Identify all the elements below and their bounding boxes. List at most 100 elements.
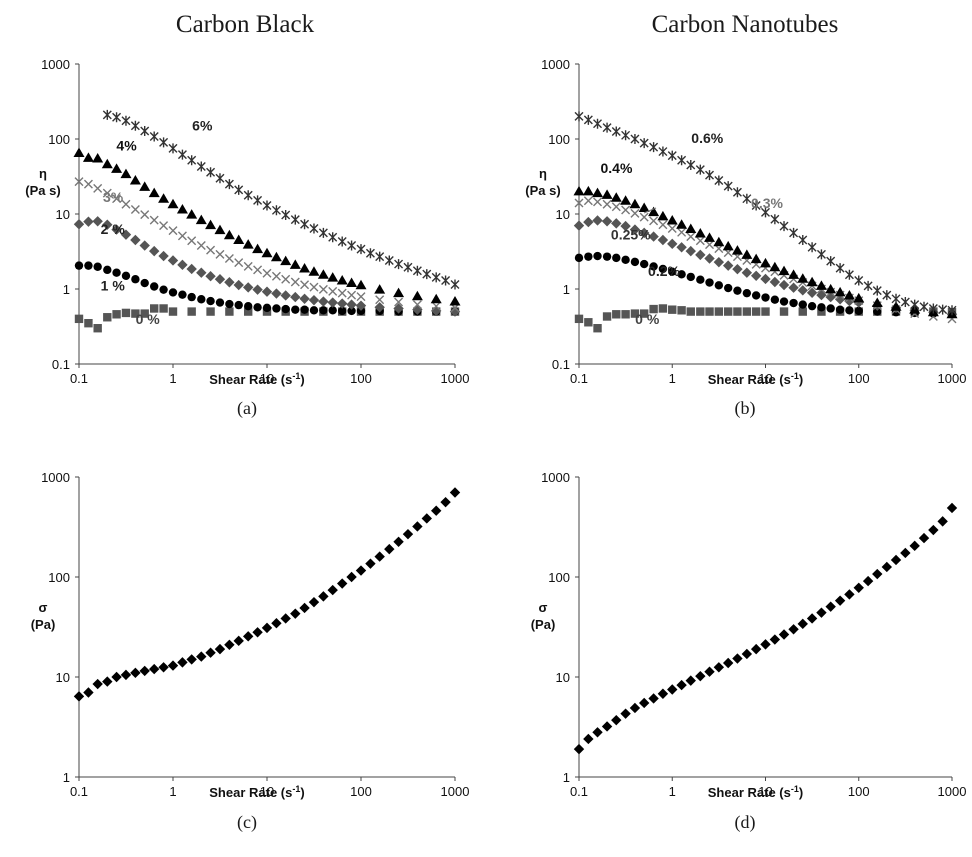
data-point (186, 654, 197, 665)
data-point (252, 243, 264, 254)
data-point (638, 227, 650, 239)
data-point (261, 622, 273, 634)
data-point (770, 295, 780, 304)
data-point (769, 261, 781, 272)
x-tick-label: 1 (669, 784, 676, 799)
x-tick-label: 10 (260, 784, 274, 799)
x-axis-title-superscript: -1 (292, 371, 300, 381)
data-point (807, 301, 817, 311)
data-point (723, 181, 733, 192)
data-point (140, 278, 149, 288)
data-point (346, 299, 357, 310)
data-point (73, 219, 85, 230)
data-point (252, 627, 263, 638)
data-point (337, 298, 348, 309)
data-point (431, 301, 441, 311)
data-point (83, 179, 93, 189)
panel-label: (c) (237, 812, 257, 833)
data-point (253, 303, 262, 312)
data-point (834, 595, 846, 606)
data-point (677, 270, 686, 279)
data-point (834, 286, 846, 297)
x-tick-label: 0.1 (70, 371, 88, 386)
data-point (666, 214, 678, 225)
data-point (328, 306, 337, 315)
y-axis-title: (Pa) (531, 617, 556, 632)
data-point (243, 282, 254, 293)
data-point (176, 203, 188, 214)
data-point (270, 251, 282, 262)
data-point (356, 306, 366, 316)
data-point (74, 177, 84, 187)
data-point (806, 276, 818, 287)
data-point (881, 561, 893, 573)
data-point (668, 267, 677, 276)
data-point (159, 221, 169, 231)
data-point (629, 702, 641, 714)
data-point (186, 263, 197, 275)
data-point (205, 647, 216, 658)
data-point (280, 290, 291, 301)
data-point (430, 293, 442, 304)
data-point (355, 565, 367, 576)
data-point (167, 198, 179, 209)
data-point (337, 288, 347, 298)
y-tick-label: 100 (48, 132, 70, 147)
data-point (262, 268, 272, 278)
y-tick-label: 1 (63, 282, 70, 297)
data-point (844, 295, 855, 307)
data-point (121, 199, 131, 209)
y-axis-title: (Pa s) (25, 183, 60, 198)
data-point (224, 639, 235, 650)
chart-panel-b: 0.1 1 10 100 1000 0.1 1 10 100 1000 Shear Rate (s-… (525, 57, 966, 419)
data-point (779, 297, 789, 306)
y-axis-title: (Pa s) (525, 183, 560, 198)
data-point (742, 193, 752, 204)
data-point (845, 306, 854, 315)
data-point (592, 727, 603, 738)
data-point (835, 305, 845, 314)
data-point (686, 232, 696, 242)
data-point (83, 216, 94, 227)
y-axis-title: σ (539, 600, 548, 615)
data-point (667, 150, 677, 161)
data-point (93, 324, 102, 333)
x-tick-label: 100 (848, 784, 870, 799)
data-point (422, 269, 432, 280)
data-point (630, 208, 640, 218)
series-annotation-label: 6% (192, 117, 213, 133)
data-point (149, 215, 159, 225)
data-point (686, 160, 696, 171)
data-point (658, 146, 668, 157)
data-point (817, 303, 826, 312)
x-tick-label: 1 (669, 371, 676, 386)
series (74, 177, 460, 313)
data-point (649, 304, 658, 314)
data-point (196, 161, 206, 172)
data-point (741, 267, 753, 278)
data-point (167, 255, 179, 266)
data-point (337, 236, 347, 247)
data-point (356, 244, 366, 255)
data-point (797, 618, 808, 630)
data-point (196, 241, 206, 251)
data-point (862, 575, 874, 587)
data-point (243, 631, 254, 642)
data-point (584, 318, 593, 327)
data-point (205, 219, 217, 230)
data-point (318, 284, 328, 294)
data-point (421, 513, 432, 524)
data-point (714, 307, 724, 316)
data-point (271, 271, 281, 281)
y-axis-title: η (539, 166, 547, 181)
data-point (751, 291, 761, 300)
data-point (148, 187, 160, 198)
data-point (750, 270, 762, 281)
data-point (355, 279, 367, 290)
data-point (262, 200, 272, 211)
y-tick-label: 1 (63, 770, 70, 785)
data-point (356, 292, 366, 302)
data-point (574, 314, 584, 324)
data-point (733, 286, 742, 295)
